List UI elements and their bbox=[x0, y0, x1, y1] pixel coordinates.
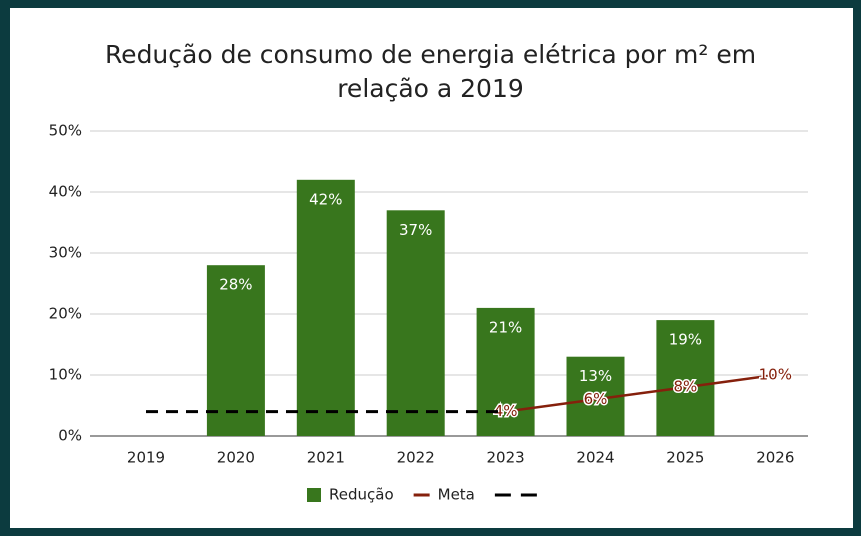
bar bbox=[386, 210, 445, 436]
x-tick-label: 2022 bbox=[397, 449, 435, 467]
title-box: Redução de consumo de energia elétrica p… bbox=[0, 38, 861, 106]
data-label: 28% bbox=[219, 276, 252, 294]
x-tick-label: 2024 bbox=[576, 449, 614, 467]
x-tick-label: 2025 bbox=[666, 449, 704, 467]
data-label: 21% bbox=[489, 318, 522, 336]
data-label: 8% bbox=[674, 378, 698, 396]
x-tick-label: 2023 bbox=[487, 449, 525, 467]
legend-label: Meta bbox=[438, 486, 475, 504]
data-label: 6% bbox=[584, 390, 608, 408]
x-tick-label: 2026 bbox=[756, 449, 794, 467]
data-label: 13% bbox=[579, 367, 612, 385]
y-tick-label: 20% bbox=[49, 305, 82, 323]
x-tick-label: 2020 bbox=[217, 449, 255, 467]
data-label: 10% bbox=[759, 366, 792, 384]
data-label: 37% bbox=[399, 221, 432, 239]
legend-label: Redução bbox=[329, 486, 394, 504]
bar bbox=[476, 307, 535, 436]
data-label: 4% bbox=[494, 402, 518, 420]
chart-title: Redução de consumo de energia elétrica p… bbox=[104, 40, 757, 103]
data-label: 42% bbox=[309, 190, 342, 208]
bar bbox=[656, 320, 715, 436]
data-label: 19% bbox=[669, 331, 702, 349]
y-tick-label: 10% bbox=[49, 366, 82, 384]
y-tick-label: 50% bbox=[49, 122, 82, 140]
y-tick-label: 40% bbox=[49, 183, 82, 201]
legend-swatch bbox=[307, 488, 321, 502]
bar bbox=[296, 179, 355, 437]
x-tick-label: 2019 bbox=[127, 449, 165, 467]
bar bbox=[206, 265, 265, 436]
y-tick-label: 0% bbox=[58, 427, 82, 445]
y-tick-label: 30% bbox=[49, 244, 82, 262]
x-tick-label: 2021 bbox=[307, 449, 345, 467]
line bbox=[505, 373, 776, 413]
